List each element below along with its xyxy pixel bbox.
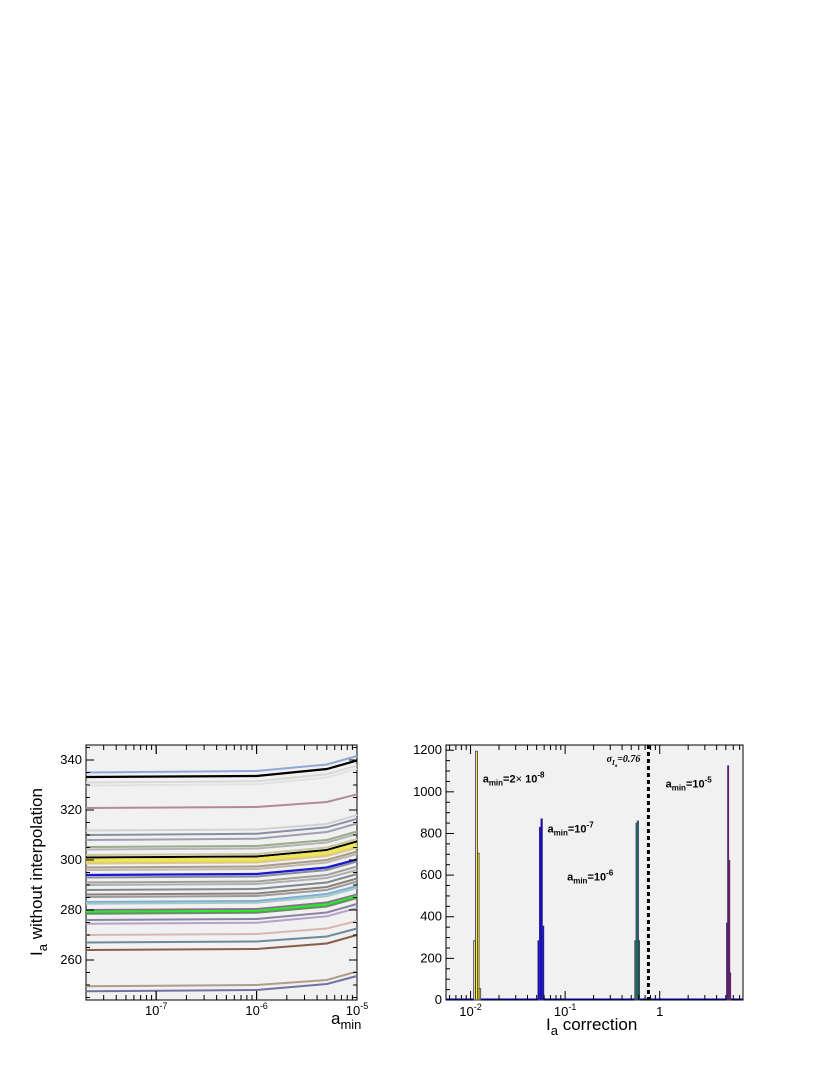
- left-y-tick-label: 320: [60, 802, 82, 817]
- left-series-line: [85, 853, 358, 871]
- left-y-tick-label: 260: [60, 952, 82, 967]
- left-x-axis-label: amin: [331, 1009, 361, 1032]
- histogram-bar: [638, 940, 641, 1001]
- left-series-line: [85, 764, 358, 784]
- left-y-axis-label: Ia without interpolation: [27, 788, 50, 956]
- right-series-labels: amin=2× 10-8 amin=10-7 amin=10-6 amin=10-5: [483, 771, 713, 886]
- right-x-tick-label: 10-1: [554, 1002, 576, 1019]
- left-plot-area: [85, 744, 358, 1001]
- histogram-series-label: amin=10-5: [666, 776, 713, 793]
- left-series-line: [85, 759, 358, 779]
- left-y-ticks: 260 280 300 320 340: [60, 747, 357, 998]
- left-y-tick-label: 300: [60, 852, 82, 867]
- left-series-line: [85, 970, 358, 988]
- left-series-line: [85, 869, 358, 886]
- left-series-line: [85, 893, 358, 911]
- right-y-tick-label: 200: [420, 950, 442, 965]
- right-plot-area: [445, 744, 744, 1001]
- left-series-line: [85, 833, 358, 851]
- right-y-tick-label: 800: [420, 825, 442, 840]
- histogram-bar: [476, 852, 480, 1001]
- left-series-line: [85, 865, 358, 884]
- left-series-line: [85, 793, 358, 809]
- left-series-line: [85, 850, 358, 869]
- left-x-ticks: 10-7 10-6 10-5: [85, 745, 368, 1018]
- left-series-line: [85, 907, 358, 925]
- left-series-line: [85, 846, 358, 865]
- histogram-bar: [729, 972, 732, 1001]
- right-x-ticks: 10-2 10-1 1: [449, 745, 741, 1019]
- left-series-line: [85, 887, 358, 905]
- histogram-series-label: amin=2× 10-8: [483, 771, 545, 788]
- left-series-line: [85, 903, 358, 921]
- left-series-line: [85, 838, 358, 856]
- left-series-line: [85, 975, 358, 993]
- right-y-ticks: 0 200 400 600 800 1000 1200: [413, 742, 454, 1007]
- left-series-line: [85, 817, 358, 836]
- left-series-line: [85, 934, 358, 951]
- right-y-tick-label: 1200: [413, 742, 442, 757]
- left-series-line: [85, 894, 358, 914]
- left-series-line: [85, 858, 358, 877]
- right-y-tick-label: 1000: [413, 784, 442, 799]
- left-series-line: [85, 885, 358, 903]
- left-series-line: [85, 860, 358, 879]
- histogram-bar: [540, 818, 543, 1001]
- left-series-line: [85, 845, 358, 863]
- right-x-tick-label: 1: [656, 1004, 663, 1019]
- right-x-axis-label: Ia correction: [546, 1015, 637, 1038]
- right-x-tick-label: 10-2: [459, 1002, 481, 1019]
- right-y-tick-label: 400: [420, 909, 442, 924]
- left-series-group: [85, 755, 358, 993]
- left-y-tick-label: 280: [60, 902, 82, 917]
- left-series-line: [85, 755, 358, 774]
- right-panel: 10-2 10-1 1 0 200 400 600 800 1000 1200 amin=2× …: [413, 742, 744, 1038]
- left-series-line: [85, 767, 358, 787]
- histogram-series-label: amin=10-7: [548, 820, 595, 837]
- left-series-line: [85, 842, 358, 861]
- left-x-tick-label: 10-5: [346, 1001, 368, 1018]
- left-series-line: [85, 814, 358, 832]
- right-y-tick-label: 0: [435, 992, 442, 1007]
- left-y-tick-label: 340: [60, 752, 82, 767]
- left-series-line: [85, 840, 358, 859]
- left-series-line: [85, 927, 358, 944]
- left-series-line: [85, 920, 358, 936]
- histogram-series-label: amin=10-6: [567, 868, 614, 885]
- histogram-bar: [478, 988, 482, 1001]
- histogram-bar: [542, 925, 545, 1001]
- left-x-tick-label: 10-6: [245, 1001, 267, 1018]
- left-series-line: [85, 873, 358, 891]
- left-series-line: [85, 822, 358, 841]
- left-series-line: [85, 877, 358, 896]
- left-series-line: [85, 880, 358, 898]
- histogram-bar: [728, 860, 731, 1001]
- left-x-tick-label: 10-7: [145, 1001, 167, 1018]
- left-series-line: [85, 897, 358, 915]
- left-series-line: [85, 830, 358, 848]
- left-panel: 10-7 10-6 10-5 260 280 300 320 340 amin Ia wit…: [27, 744, 368, 1032]
- right-y-tick-label: 600: [420, 867, 442, 882]
- sigma-label: σIa=0.76: [607, 754, 641, 769]
- histogram-bar: [636, 820, 639, 1001]
